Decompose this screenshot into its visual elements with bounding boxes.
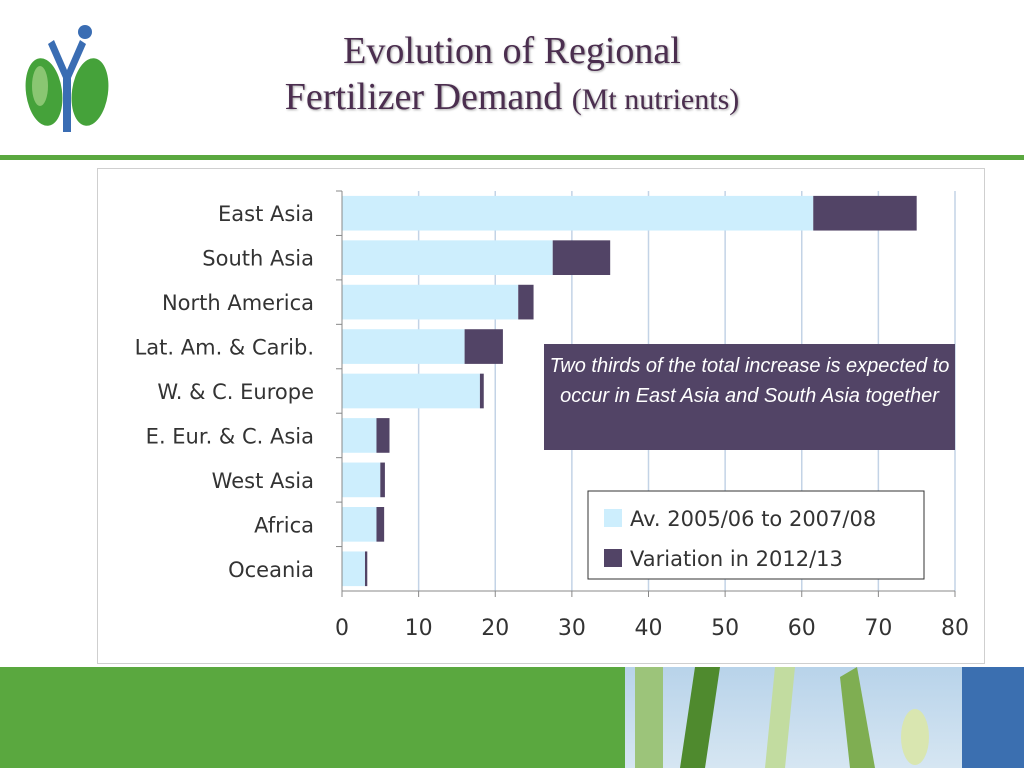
category-label-4: W. & C. Europe bbox=[157, 380, 314, 404]
header-divider bbox=[0, 155, 1024, 160]
plant-stems-icon bbox=[635, 667, 929, 768]
bar-variation-8 bbox=[364, 551, 368, 587]
legend-swatch-0 bbox=[604, 509, 622, 527]
axis-layer: 0 10 20 30 40 50 60 70 80 bbox=[335, 190, 969, 641]
bar-base-5 bbox=[342, 418, 377, 453]
bar-variation-4 bbox=[479, 373, 484, 409]
bar-variation-6 bbox=[380, 462, 385, 498]
footer-green-band bbox=[0, 667, 625, 768]
bar-base-0 bbox=[342, 195, 814, 231]
x-tick-label-70: 70 bbox=[864, 616, 892, 641]
bar-variation-2 bbox=[518, 284, 534, 320]
footer-photo bbox=[625, 667, 962, 768]
bar-variation-7 bbox=[376, 507, 385, 542]
x-tick-label-60: 60 bbox=[788, 616, 816, 641]
bar-variation-1 bbox=[552, 240, 611, 275]
x-tick-label-30: 30 bbox=[558, 616, 586, 641]
category-label-5: E. Eur. & C. Asia bbox=[146, 424, 314, 448]
bar-base-8 bbox=[342, 551, 365, 587]
bar-variation-5 bbox=[376, 418, 390, 453]
x-tick-label-10: 10 bbox=[405, 616, 433, 641]
category-label-2: North America bbox=[162, 291, 314, 315]
title-main: Fertilizer Demand bbox=[284, 76, 563, 118]
bar-base-6 bbox=[342, 462, 381, 498]
organization-logo-icon bbox=[25, 25, 109, 132]
bar-layer bbox=[342, 195, 917, 587]
bar-base-4 bbox=[342, 373, 480, 409]
category-label-1: South Asia bbox=[202, 247, 314, 271]
category-label-layer: East Asia South Asia North America Lat. Am.… bbox=[135, 202, 314, 582]
title-unit: (Mt nutrients) bbox=[571, 83, 740, 116]
title-line-1: Evolution of Regional bbox=[343, 30, 681, 72]
bar-variation-3 bbox=[464, 329, 503, 364]
callout-box: Two thirds of the total increase is expe… bbox=[544, 344, 955, 450]
bar-base-3 bbox=[342, 329, 465, 364]
x-tick-label-80: 80 bbox=[941, 616, 969, 641]
legend-label-1: Variation in 2012/13 bbox=[630, 547, 843, 571]
bar-base-7 bbox=[342, 507, 377, 542]
category-label-0: East Asia bbox=[218, 202, 314, 226]
x-tick-label-0: 0 bbox=[335, 616, 349, 641]
category-label-8: Oceania bbox=[228, 558, 314, 582]
title-line-2: Fertilizer Demand (Mt nutrients) bbox=[180, 74, 844, 123]
bar-chart: 0 10 20 30 40 50 60 70 80 East Asia South Asia Nor… bbox=[135, 190, 969, 641]
category-label-7: Africa bbox=[254, 513, 314, 537]
bar-base-2 bbox=[342, 284, 519, 320]
footer-blue-band bbox=[962, 667, 1024, 768]
legend-box bbox=[587, 490, 925, 580]
x-tick-label-50: 50 bbox=[711, 616, 739, 641]
bar-base-1 bbox=[342, 240, 553, 275]
x-tick-label-20: 20 bbox=[481, 616, 509, 641]
legend-swatch-1 bbox=[604, 549, 622, 567]
bar-variation-0 bbox=[813, 195, 917, 231]
x-tick-label-40: 40 bbox=[635, 616, 663, 641]
slide-title: Evolution of Regional Fertilizer Demand … bbox=[180, 28, 844, 123]
category-label-6: West Asia bbox=[212, 469, 314, 493]
legend-label-0: Av. 2005/06 to 2007/08 bbox=[630, 507, 876, 531]
chart-frame: 0 10 20 30 40 50 60 70 80 East Asia South Asia Nor… bbox=[97, 168, 985, 664]
legend: Av. 2005/06 to 2007/08 Variation in 2012/… bbox=[587, 490, 925, 580]
category-label-3: Lat. Am. & Carib. bbox=[135, 336, 314, 360]
